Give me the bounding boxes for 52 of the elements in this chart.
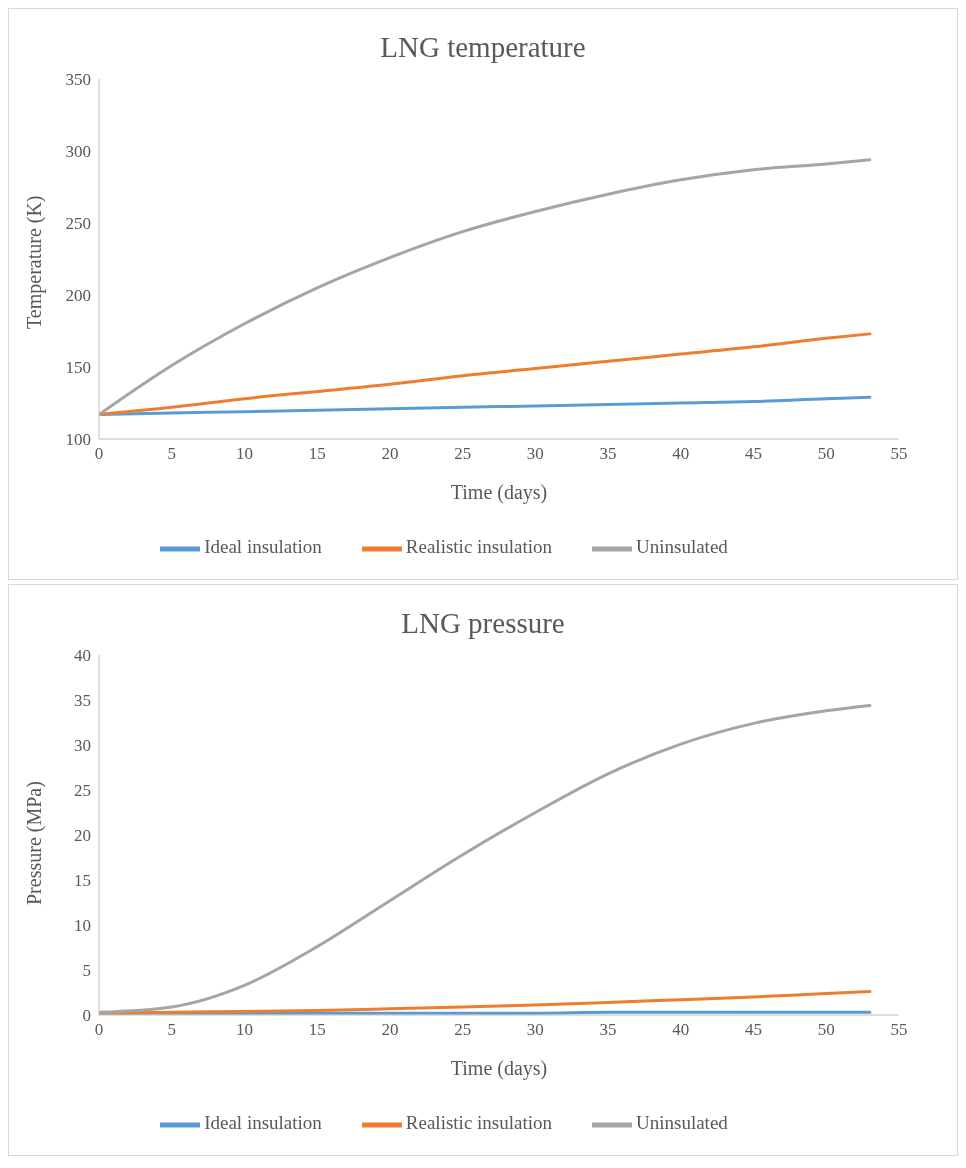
x-tick-label: 40 [672, 444, 690, 464]
x-axis-title: Time (days) [450, 481, 548, 504]
x-tick-label: 35 [599, 444, 617, 464]
x-tick-label: 15 [308, 1020, 326, 1040]
x-tick-label: 20 [381, 1020, 399, 1040]
line-series [99, 703, 872, 1014]
legend-label: Ideal insulation [204, 536, 322, 558]
line-series [99, 158, 872, 417]
y-tick-label: 0 [82, 1006, 91, 1026]
x-axis-title: Time (days) [450, 1057, 548, 1080]
y-tick-label: 20 [74, 826, 91, 846]
x-tick-label: 55 [890, 444, 908, 464]
y-tick-label: 250 [65, 214, 91, 234]
y-tick-label: 150 [65, 358, 91, 378]
legend-label: Realistic insulation [405, 536, 553, 558]
y-tick-label: 200 [65, 286, 91, 306]
chart-title: LNG pressure [400, 606, 566, 641]
x-tick-label: 10 [235, 1020, 253, 1040]
y-axis-title: Temperature (K) [23, 195, 47, 329]
x-tick-label: 5 [167, 444, 176, 464]
x-tick-label: 45 [745, 444, 763, 464]
x-tick-label: 30 [526, 1020, 544, 1040]
y-tick-label: 35 [74, 691, 91, 711]
line-series [99, 332, 872, 417]
y-tick-label: 25 [74, 781, 91, 801]
y-tick-label: 350 [65, 70, 91, 90]
x-tick-label: 25 [454, 444, 472, 464]
y-tick-label: 10 [74, 916, 91, 936]
x-tick-label: 15 [308, 444, 326, 464]
x-tick-label: 25 [454, 1020, 472, 1040]
legend-label: Uninsulated [636, 1112, 728, 1134]
legend-label: Uninsulated [636, 536, 728, 558]
y-tick-label: 300 [65, 142, 91, 162]
x-tick-label: 50 [817, 444, 835, 464]
x-tick-label: 45 [745, 1020, 763, 1040]
y-tick-label: 15 [74, 871, 91, 891]
legend-label: Realistic insulation [405, 1112, 553, 1134]
x-tick-label: 40 [672, 1020, 690, 1040]
y-tick-label: 100 [65, 430, 91, 450]
x-tick-label: 5 [167, 1020, 176, 1040]
y-tick-label: 30 [74, 736, 91, 756]
chart-title: LNG temperature [379, 30, 587, 65]
x-tick-label: 35 [599, 1020, 617, 1040]
y-axis-title: Pressure (MPa) [23, 781, 47, 905]
y-tick-label: 40 [74, 646, 91, 666]
x-tick-label: 55 [890, 1020, 908, 1040]
legend-label: Ideal insulation [204, 1112, 322, 1134]
y-tick-label: 5 [82, 961, 91, 981]
x-tick-label: 10 [235, 444, 253, 464]
x-tick-label: 20 [381, 444, 399, 464]
x-tick-label: 30 [526, 444, 544, 464]
x-tick-label: 50 [817, 1020, 835, 1040]
